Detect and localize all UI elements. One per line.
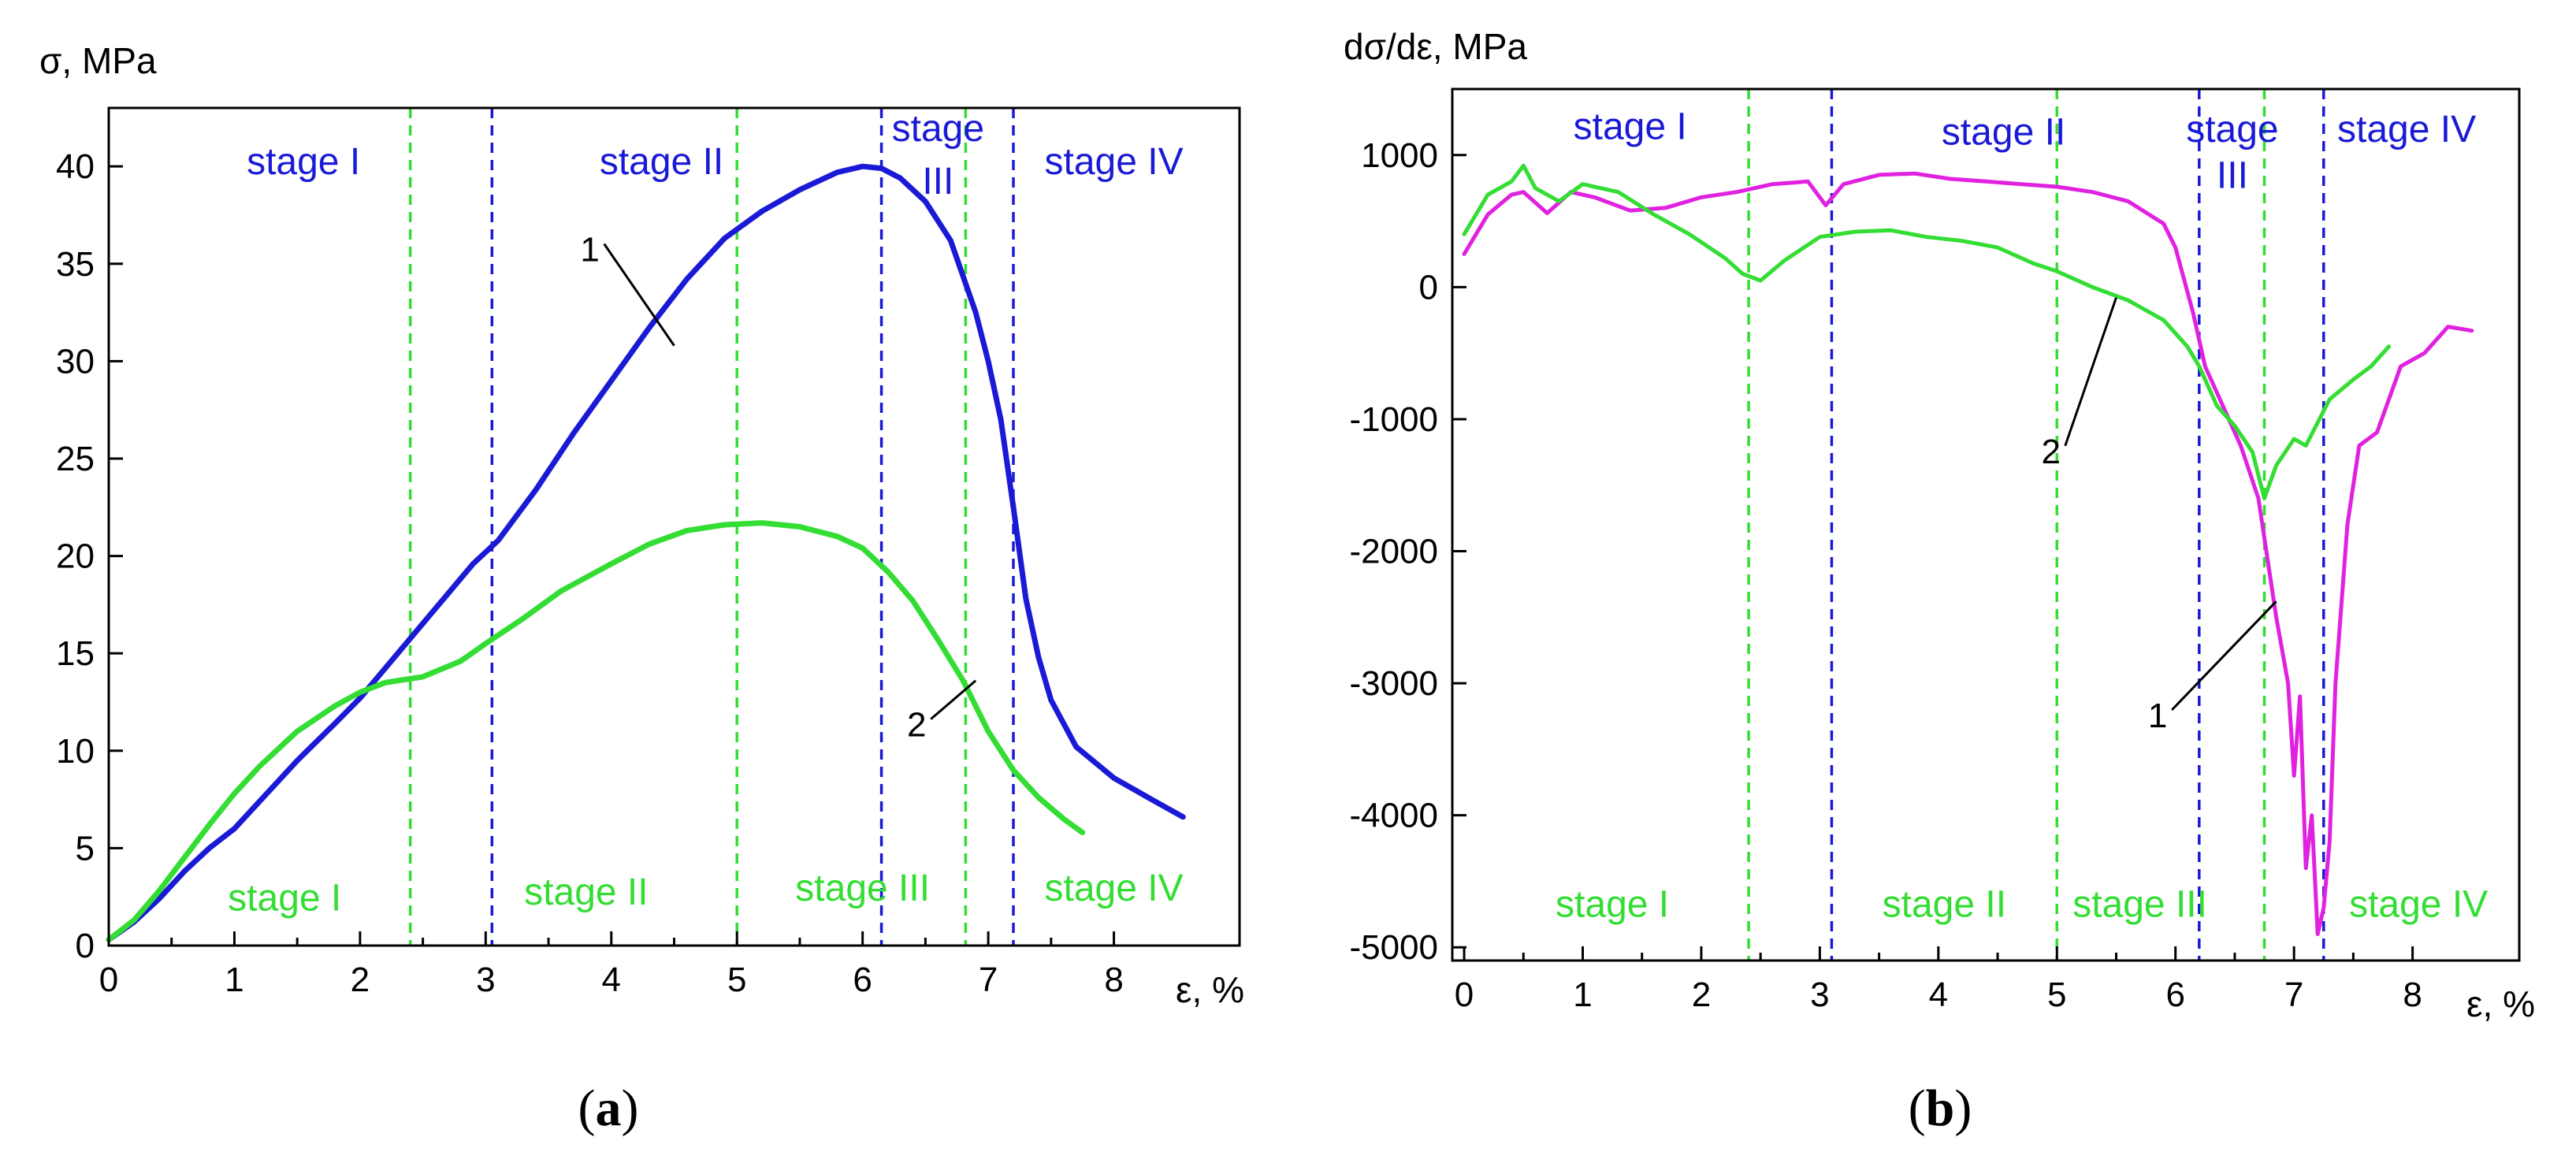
curve-label-2: 2	[907, 706, 926, 745]
stage-label-blue: stage II	[1942, 111, 2065, 153]
stage-label-green: stage I	[228, 878, 341, 920]
y-tick-label: 20	[56, 537, 95, 576]
panel-label-a: (a)	[578, 1080, 639, 1137]
series-line-1	[106, 163, 1186, 943]
y-tick-label: 25	[56, 440, 95, 478]
series-group-a	[106, 163, 1186, 943]
x-tick-label: 1	[1573, 975, 1592, 1014]
stage-label-blue: stage II	[600, 141, 723, 183]
series-line-2	[106, 520, 1086, 943]
y-tick-label: 35	[56, 245, 95, 284]
x-axis-label-a: ε, %	[1176, 969, 1244, 1010]
panel-label-b: (b)	[1909, 1080, 1972, 1137]
y-tick-label: 1000	[1361, 136, 1438, 175]
x-tick-label: 7	[979, 961, 998, 999]
stage-label-blue: stage I	[247, 141, 360, 183]
y-tick-label: 0	[76, 927, 95, 965]
x-tick-label: 4	[602, 961, 621, 999]
y-axis-label-a: σ, MPa	[39, 40, 157, 81]
y-tick-label: 10	[56, 732, 95, 771]
y-tick-label: 30	[56, 342, 95, 381]
stage-label-blue: stage IV	[1045, 141, 1184, 183]
y-axis-ticks-b: 1000 0 -1000 -2000 -3000 -4000 -5000	[1349, 136, 1466, 967]
plot-frame-a	[107, 106, 1241, 947]
y-tick-label: -4000	[1349, 797, 1438, 835]
x-tick-label: 3	[1810, 975, 1829, 1014]
x-tick-label: 2	[1692, 975, 1711, 1014]
x-tick-label: 5	[2047, 975, 2066, 1014]
series-line-1	[1462, 171, 2474, 936]
x-axis-ticks-b: 0 1 2 3 4 5 6 7 8	[1455, 946, 2422, 1014]
y-tick-label: 0	[1419, 268, 1438, 307]
y-tick-label: 5	[76, 829, 95, 868]
curve-annotations-b: 12	[2042, 297, 2277, 735]
y-axis-ticks-a: 0 5 10 15 20 25 30 35 40	[56, 147, 123, 965]
y-tick-label: -2000	[1349, 533, 1438, 571]
stage-label-green: stage III	[795, 868, 930, 909]
stage-label-blue: III	[922, 161, 953, 203]
x-tick-label: 2	[351, 961, 370, 999]
y-tick-label: 40	[56, 147, 95, 186]
x-tick-label: 0	[1455, 975, 1474, 1014]
stage-label-green: stage IV	[2349, 884, 2488, 926]
x-tick-label: 4	[1929, 975, 1948, 1014]
stage-labels-b: stage I stage II stage III stage IV stage I st…	[1556, 106, 2488, 926]
curve-label-1: 1	[580, 230, 599, 269]
stage-label-blue: stage	[2186, 109, 2278, 151]
stage-labels-a: stage I stage II stage III stage IV stage I st…	[228, 108, 1183, 919]
y-tick-label: -1000	[1349, 400, 1438, 439]
stage-label-green: stage II	[1883, 884, 2006, 926]
x-tick-label: 6	[2165, 975, 2184, 1014]
curve-annotations-a: 12	[580, 230, 977, 745]
stage-boundary-lines-b	[1747, 89, 2325, 961]
stage-label-green: stage IV	[1045, 868, 1184, 909]
stage-label-blue: stage I	[1574, 106, 1687, 148]
x-tick-label: 5	[727, 961, 746, 999]
stage-label-blue: stage	[892, 108, 984, 150]
y-tick-label: 15	[56, 634, 95, 673]
y-tick-label: -3000	[1349, 664, 1438, 703]
curve-label-1: 1	[2148, 697, 2167, 735]
x-axis-label-b: ε, %	[2466, 983, 2535, 1024]
curve-label-2: 2	[2042, 433, 2061, 471]
stage-label-green: stage II	[524, 871, 648, 913]
stage-label-blue: stage IV	[2337, 109, 2476, 151]
y-tick-label: -5000	[1349, 928, 1438, 967]
x-tick-label: 7	[2284, 975, 2303, 1014]
x-axis-ticks-a: 0 1 2 3 4 5 6 7 8	[99, 931, 1124, 999]
stage-label-green: stage I	[1556, 884, 1669, 926]
x-tick-label: 8	[1104, 961, 1123, 999]
annotation-pointer-2	[930, 679, 977, 720]
series-line-2	[1462, 163, 2391, 500]
y-axis-label-b: dσ/dε, MPa	[1344, 26, 1527, 67]
stage-label-blue: III	[2217, 155, 2248, 197]
annotation-pointer-2	[2064, 297, 2117, 447]
stage-label-green: stage III	[2072, 884, 2207, 926]
annotation-pointer-1	[603, 243, 675, 347]
plot-frame-b	[1451, 87, 2521, 962]
x-tick-label: 0	[99, 961, 118, 999]
annotation-pointer-1	[2171, 600, 2277, 712]
x-tick-label: 6	[853, 961, 872, 999]
series-group-b	[1462, 163, 2474, 936]
x-tick-label: 1	[225, 961, 243, 999]
x-tick-label: 8	[2403, 975, 2422, 1014]
x-tick-label: 3	[476, 961, 495, 999]
